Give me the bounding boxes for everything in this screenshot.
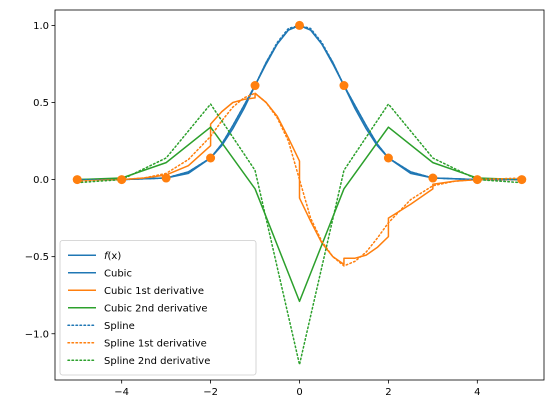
data-point-marker [250,81,260,91]
data-point-marker [295,20,304,30]
data-point-marker [206,153,216,163]
data-point-marker [117,175,127,185]
y-axis: −1.0 −0.5 0.0 0.5 1.0 [25,21,55,340]
x-tick-label: 0 [296,387,302,398]
marker-layer [72,20,527,185]
y-tick-label: −0.5 [25,252,49,263]
x-tick-label: 2 [385,387,391,398]
data-point-marker [472,175,482,185]
data-point-marker [161,173,171,183]
data-point-marker [428,173,438,183]
series-line-3 [77,92,522,266]
y-tick-label: 1.0 [33,21,49,32]
x-tick-label: −4 [114,387,129,398]
series-line-4 [77,126,522,303]
y-tick-label: 0.0 [33,175,49,186]
y-tick-label: 0.5 [33,98,49,109]
y-tick-label: −1.0 [25,329,49,340]
x-tick-label: 4 [474,387,480,398]
data-point-marker [383,153,393,163]
data-point-marker [72,175,82,185]
legend-box [59,240,257,376]
legend-label: Spline 2nd derivative [104,356,210,367]
x-axis: −4 −2 0 2 4 [114,380,481,398]
legend: f(x) Cubic Cubic 1st derivative Cubic 2nd d… [59,240,257,376]
series-line-7 [76,103,523,366]
legend-label: f(x) [104,251,121,262]
legend-label: Spline [104,321,135,332]
x-tick-label: −2 [203,387,218,398]
legend-label: Spline 1st derivative [104,338,207,349]
legend-label: Cubic 1st derivative [104,286,204,297]
data-point-marker [339,81,349,91]
legend-label: Cubic [104,268,132,279]
legend-label: Cubic 2nd derivative [104,303,208,314]
data-point-marker [517,175,527,185]
series-line-6 [76,92,523,267]
